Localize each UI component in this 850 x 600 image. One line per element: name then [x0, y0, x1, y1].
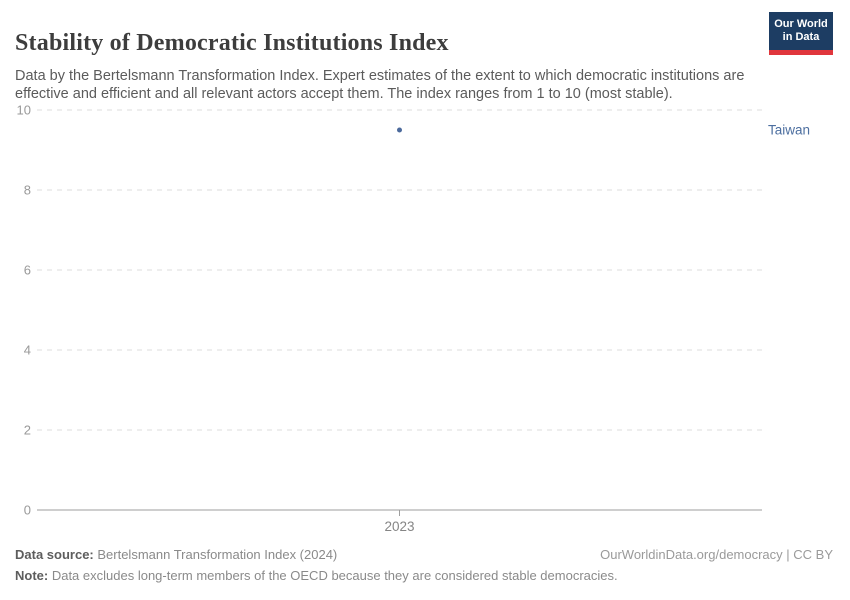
owid-logo-line2: in Data — [782, 31, 820, 43]
owid-logo-line1: Our World — [774, 18, 828, 30]
note-label: Note: — [15, 568, 49, 583]
entity-label-taiwan[interactable]: Taiwan — [768, 123, 810, 138]
chart-subtitle: Data by the Bertelsmann Transformation I… — [15, 67, 745, 102]
data-source-line: Data source: Bertelsmann Transformation … — [15, 547, 337, 562]
chart-title: Stability of Democratic Institutions Ind… — [15, 30, 449, 57]
y-tick-label: 2 — [24, 423, 31, 438]
chart-canvas: 0 2 4 6 8 10 2023 Taiwan — [17, 103, 811, 535]
data-source-value: Bertelsmann Transformation Index (2024) — [93, 547, 338, 562]
y-tick-label: 8 — [24, 183, 31, 198]
data-source-label: Data source: — [15, 547, 94, 562]
x-tick-label: 2023 — [384, 519, 414, 534]
note-value: Data excludes long-term members of the O… — [48, 568, 618, 583]
data-point-taiwan[interactable] — [397, 127, 402, 133]
y-tick-label: 10 — [17, 103, 31, 118]
attribution-link[interactable]: OurWorldinData.org/democracy | CC BY — [600, 547, 833, 562]
y-tick-label: 0 — [24, 503, 31, 518]
y-tick-label: 4 — [24, 343, 31, 358]
owid-logo[interactable]: Our World in Data — [769, 12, 833, 55]
y-tick-label: 6 — [24, 263, 31, 278]
note-line: Note: Data excludes long-term members of… — [15, 568, 618, 583]
